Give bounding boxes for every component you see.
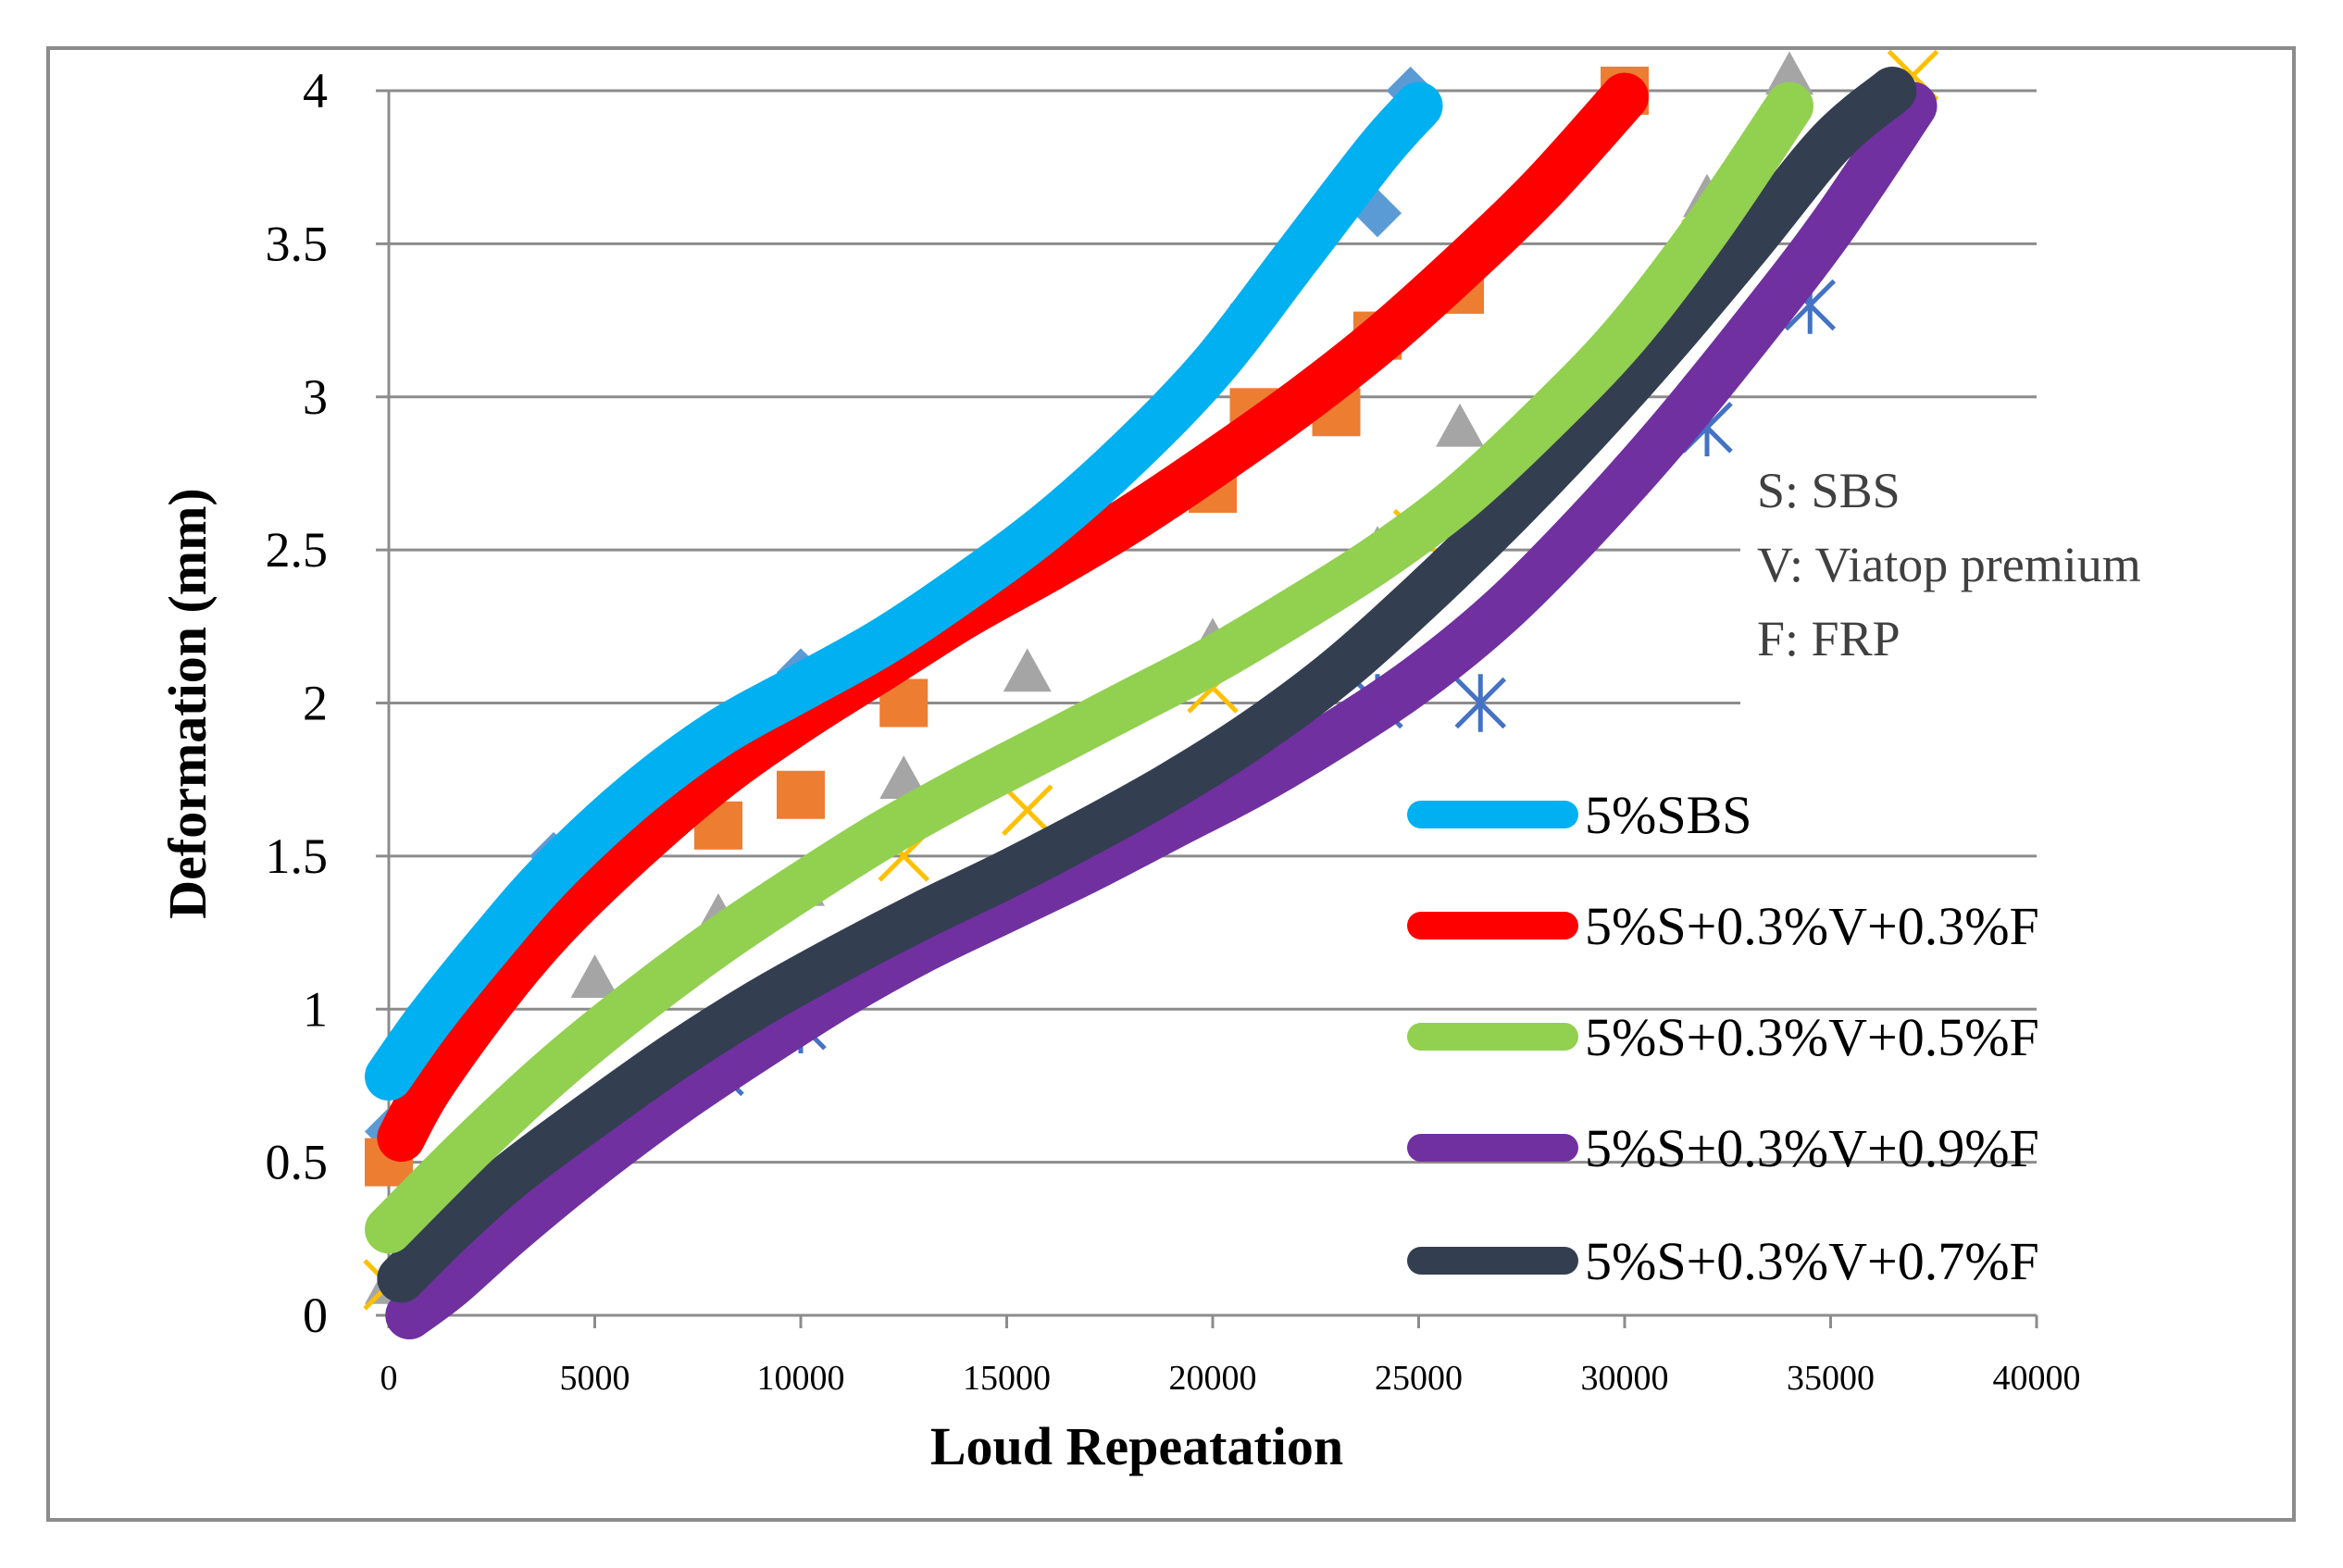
series-lines (365, 67, 1938, 1339)
x-tick-label: 30000 (1581, 1359, 1669, 1398)
y-tick-label: 1.5 (266, 828, 329, 884)
y-tick-label: 3 (303, 369, 328, 425)
y-tick-label: 0.5 (266, 1135, 329, 1190)
x-tick-label: 40000 (1993, 1359, 2081, 1398)
legend-label: 5%S+0.3%V+0.5%F (1585, 1007, 2039, 1067)
x-tick-label: 15000 (963, 1359, 1051, 1398)
tick-labels: 0 0.5 1 1.5 2 2.5 3 3.5 4 0 5000 10000 15000 20000 250… (266, 63, 2081, 1398)
x-tick-label: 5000 (560, 1359, 630, 1398)
x-tick-label: 20000 (1169, 1359, 1257, 1398)
x-tick-label: 0 (380, 1359, 398, 1398)
x-tick-label: 10000 (757, 1359, 845, 1398)
data-point-triangle (570, 954, 619, 998)
data-point-triangle (879, 755, 928, 799)
legend-label: 5%SBS (1585, 785, 1752, 845)
legend: 5%SBS 5%S+0.3%V+0.3%F 5%S+0.3%V+0.5%F 5%S+0… (1407, 785, 2039, 1291)
y-tick-label: 4 (303, 63, 328, 118)
series-line (385, 81, 1938, 1339)
x-tick-label: 35000 (1787, 1359, 1875, 1398)
x-tick-label: 25000 (1375, 1359, 1463, 1398)
data-point-triangle (1003, 648, 1052, 692)
legend-label: 5%S+0.3%V+0.3%F (1585, 896, 2039, 956)
data-point-triangle (1765, 51, 1813, 95)
y-tick-label: 0 (303, 1288, 328, 1343)
note-line-viatop: V: Viatop premium (1757, 537, 2141, 592)
y-axis-label: Deformation (mm) (157, 488, 218, 918)
abbreviation-note: S: SBS V: Viatop premium F: FRP (1740, 444, 2259, 713)
x-axis-label: Loud Repeatation (930, 1416, 1343, 1476)
legend-label: 5%S+0.3%V+0.7%F (1585, 1231, 2039, 1291)
legend-label: 5%S+0.3%V+0.9%F (1585, 1118, 2039, 1178)
data-point-x (1001, 784, 1053, 837)
series-line (365, 81, 1813, 1254)
data-point-square (777, 770, 825, 819)
note-line-sbs: S: SBS (1757, 463, 1901, 518)
series-line (365, 81, 1443, 1101)
y-tick-label: 1 (303, 981, 328, 1037)
y-tick-label: 2 (303, 676, 328, 731)
y-tick-label: 3.5 (266, 216, 329, 271)
y-tick-label: 2.5 (266, 522, 329, 578)
note-line-frp: F: FRP (1757, 611, 1901, 666)
data-point-star (1454, 674, 1507, 732)
data-point-triangle (1436, 403, 1484, 447)
series-line (377, 67, 1917, 1303)
